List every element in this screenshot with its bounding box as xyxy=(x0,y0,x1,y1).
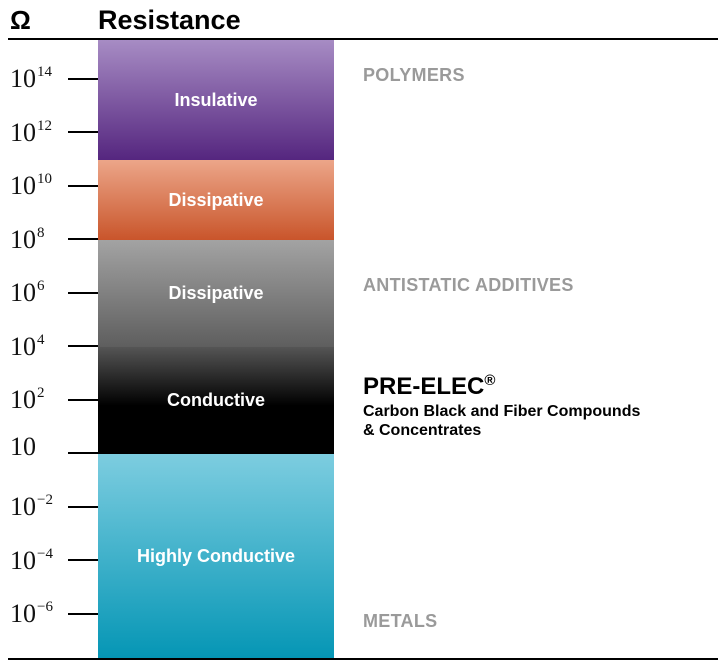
tick-label: 102 xyxy=(10,385,45,414)
product-description-line-1: Carbon Black and Fiber Compounds xyxy=(363,403,641,420)
tick-mark xyxy=(68,238,98,240)
registered-mark: ® xyxy=(484,372,496,389)
unit-symbol: Ω xyxy=(10,5,31,35)
category-polymers: POLYMERS xyxy=(363,65,465,85)
tick-label: 10−2 xyxy=(10,492,53,521)
tick-mark xyxy=(68,131,98,133)
band-conductive: Conductive xyxy=(98,347,334,454)
tick-label: 1010 xyxy=(10,171,52,200)
tick-mark xyxy=(68,345,98,347)
tick-mark xyxy=(68,506,98,508)
band-label: Highly Conductive xyxy=(136,545,295,566)
category-metals: METALS xyxy=(363,611,438,631)
tick-label: 108 xyxy=(10,225,45,254)
tick-label: 104 xyxy=(10,332,45,361)
bottom-divider xyxy=(8,658,718,660)
product-callout: PRE-ELEC® Carbon Black and Fiber Compoun… xyxy=(363,366,640,440)
band-label: Dissipative xyxy=(168,283,264,303)
tick-mark xyxy=(68,452,98,454)
tick-mark xyxy=(68,292,98,294)
top-divider xyxy=(8,38,718,40)
tick-mark xyxy=(68,78,98,80)
page-title: Resistance xyxy=(98,5,241,35)
tick-mark xyxy=(68,613,98,615)
tick-label: 10−6 xyxy=(10,599,53,628)
resistance-bands: Insulative Dissipative Dissipative Condu… xyxy=(98,40,334,658)
band-dissipative-gray: Dissipative xyxy=(98,240,334,347)
product-description-line-2: & Concentrates xyxy=(363,422,482,439)
band-dissipative-orange: Dissipative xyxy=(98,160,334,240)
tick-label: 1014 xyxy=(10,64,52,93)
tick-mark xyxy=(68,185,98,187)
band-label: Insulative xyxy=(174,89,258,110)
tick-label: 10−4 xyxy=(10,546,53,575)
band-label: Dissipative xyxy=(168,189,264,210)
tick-label: 10 xyxy=(10,432,36,461)
product-name: PRE-ELEC® xyxy=(363,372,496,400)
band-label: Conductive xyxy=(166,390,265,410)
tick-mark xyxy=(68,399,98,401)
tick-mark xyxy=(68,559,98,561)
band-highly-conductive: Highly Conductive xyxy=(98,454,334,658)
tick-label: 1012 xyxy=(10,118,52,147)
category-antistatic-additives: ANTISTATIC ADDITIVES xyxy=(363,275,574,295)
tick-label: 106 xyxy=(10,278,45,307)
band-insulative: Insulative xyxy=(98,40,334,160)
